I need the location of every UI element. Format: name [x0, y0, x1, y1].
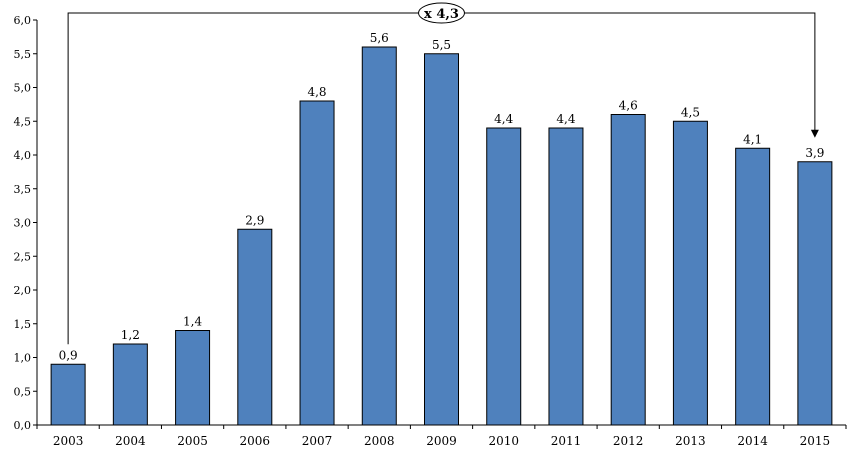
- category-label-2004: 2004: [115, 434, 146, 448]
- category-label-2007: 2007: [302, 434, 333, 448]
- bar-2014: [735, 147, 771, 426]
- data-label-2010: 4,4: [494, 112, 513, 126]
- bar-2011: [548, 127, 584, 426]
- y-tick-label: 5,0: [14, 82, 32, 95]
- y-tick-label: 3,5: [14, 183, 32, 196]
- y-tick-label: 0,0: [14, 419, 32, 432]
- category-label-2003: 2003: [53, 434, 84, 448]
- data-label-2009: 5,5: [432, 38, 451, 52]
- y-tick-label: 1,0: [14, 352, 32, 365]
- y-tick-label: 0,5: [14, 385, 32, 398]
- data-label-2005: 1,4: [183, 315, 202, 329]
- y-tick-label: 4,5: [14, 115, 32, 128]
- data-label-2003: 0,9: [59, 348, 78, 362]
- data-label-2012: 4,6: [619, 99, 638, 113]
- y-tick-label: 6,0: [14, 14, 32, 27]
- data-label-2015: 3,9: [805, 146, 824, 160]
- bar-2009: [424, 53, 459, 426]
- y-tick-label: 5,5: [14, 48, 32, 61]
- bar-2007: [299, 100, 335, 426]
- data-labels: 0,9 1,2 1,4 2,9 4,8 5,6 5,5 4,4 4,4 4,6 4,5 4,1 3,9: [59, 31, 825, 362]
- data-label-2014: 4,1: [743, 132, 762, 146]
- bar-2004: [112, 343, 148, 426]
- bar-2012: [610, 114, 646, 426]
- data-label-2004: 1,2: [121, 328, 140, 342]
- annotation-arrowhead: [810, 129, 819, 138]
- category-label-2014: 2014: [737, 434, 768, 448]
- y-tick-label: 2,0: [14, 284, 32, 297]
- category-label-2009: 2009: [426, 434, 457, 448]
- axes: 0,0 0,5 1,0 1,5 2,0 2,5 3,0 3,5 4,0 4,5 5,0 5,5 6,0 2…: [14, 14, 847, 448]
- category-label-2005: 2005: [177, 434, 208, 448]
- category-label-2008: 2008: [364, 434, 395, 448]
- category-label-2006: 2006: [240, 434, 271, 448]
- bar-2008: [361, 46, 397, 426]
- bar-2015: [797, 161, 833, 426]
- category-label-2012: 2012: [613, 434, 644, 448]
- bar-2010: [486, 127, 522, 426]
- category-label-2010: 2010: [488, 434, 519, 448]
- y-tick-label: 1,5: [14, 318, 32, 331]
- bar-2013: [672, 120, 708, 426]
- bar-2003: [50, 363, 86, 426]
- data-label-2007: 4,8: [307, 85, 326, 99]
- category-label-2013: 2013: [675, 434, 706, 448]
- data-label-2013: 4,5: [681, 105, 700, 119]
- annotation-text: x 4,3: [424, 7, 459, 22]
- growth-annotation: x 4,3: [67, 2, 819, 345]
- data-label-2006: 2,9: [245, 213, 264, 227]
- bar-2006: [237, 228, 273, 426]
- y-tick-label: 4,0: [14, 149, 32, 162]
- category-label-2011: 2011: [551, 434, 582, 448]
- y-tick-label: 3,0: [14, 217, 32, 230]
- bars: [50, 46, 833, 426]
- annotation-oval: [418, 2, 465, 24]
- y-tick-label: 2,5: [14, 250, 32, 263]
- data-label-2008: 5,6: [370, 31, 389, 45]
- category-label-2015: 2015: [800, 434, 831, 448]
- data-label-2011: 4,4: [556, 112, 575, 126]
- bar-2005: [175, 330, 211, 426]
